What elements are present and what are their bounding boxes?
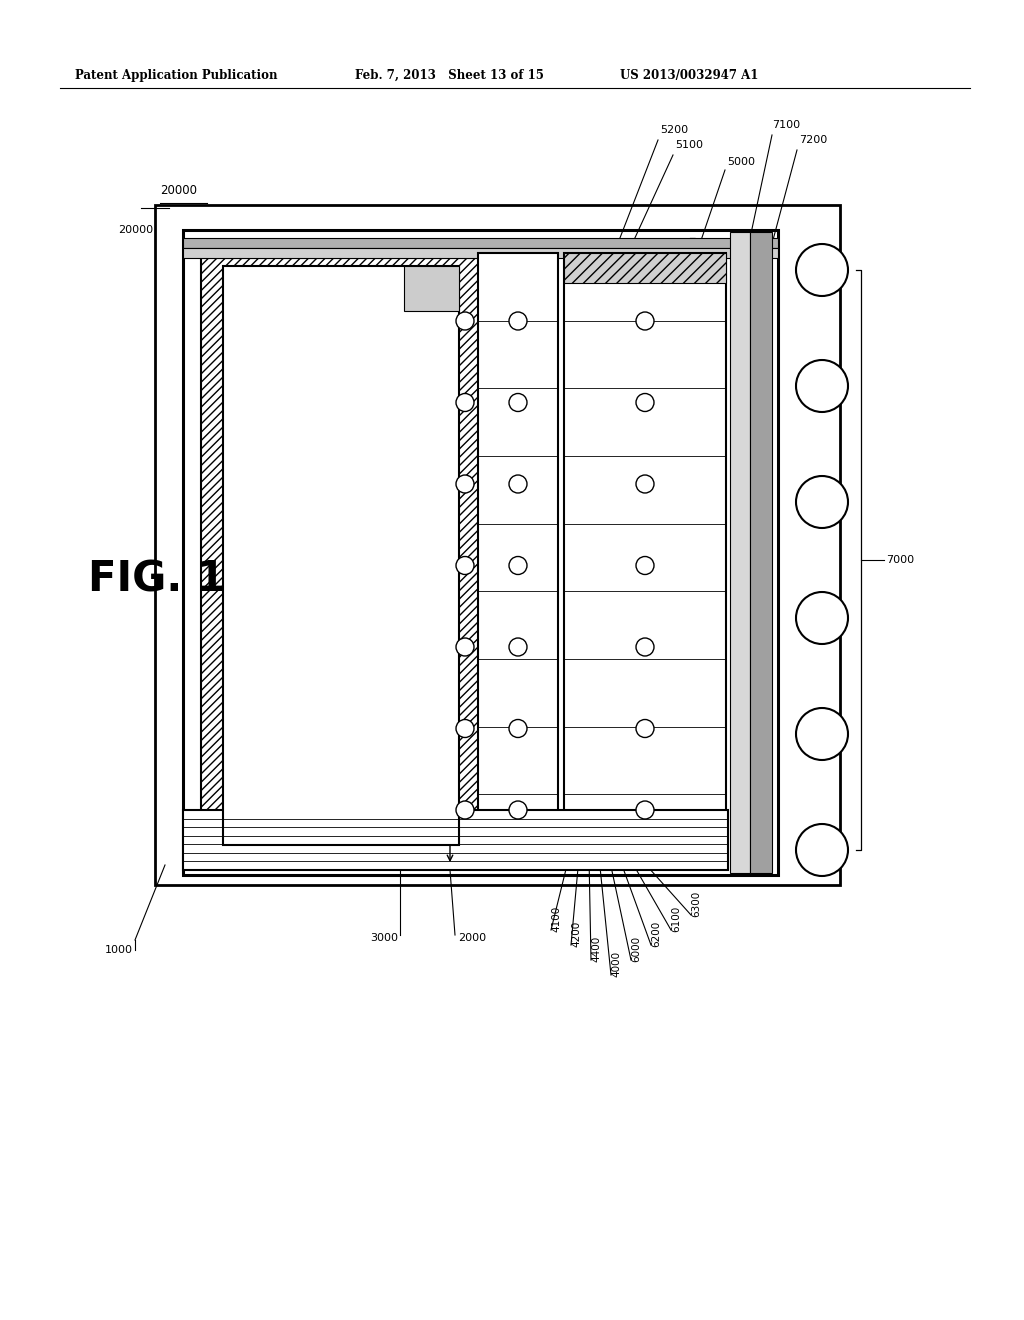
Circle shape — [796, 591, 848, 644]
Text: 4000: 4000 — [611, 950, 621, 977]
Circle shape — [456, 557, 474, 574]
Bar — [183, 248, 778, 257]
Bar — [750, 232, 772, 873]
Bar — [478, 253, 558, 862]
Circle shape — [509, 557, 527, 574]
Bar — [564, 253, 726, 862]
Bar — [155, 205, 840, 884]
Circle shape — [456, 475, 474, 492]
Circle shape — [456, 393, 474, 412]
Bar — [223, 267, 459, 845]
Text: 7000: 7000 — [886, 554, 914, 565]
Circle shape — [796, 360, 848, 412]
Bar — [564, 253, 726, 282]
Text: 4200: 4200 — [571, 921, 581, 946]
Text: 4100: 4100 — [551, 906, 561, 932]
Text: 5200: 5200 — [660, 125, 688, 135]
Text: 6200: 6200 — [651, 921, 662, 946]
Circle shape — [636, 557, 654, 574]
Bar — [183, 238, 778, 248]
Bar — [183, 230, 778, 875]
Circle shape — [509, 475, 527, 492]
Bar — [404, 267, 459, 312]
Circle shape — [796, 244, 848, 296]
Text: 2000: 2000 — [458, 933, 486, 942]
Circle shape — [456, 801, 474, 818]
Circle shape — [796, 477, 848, 528]
Circle shape — [796, 824, 848, 876]
Text: 4400: 4400 — [591, 936, 601, 962]
Text: 7100: 7100 — [772, 120, 800, 129]
Circle shape — [636, 312, 654, 330]
Bar — [730, 232, 750, 873]
Text: 5000: 5000 — [727, 157, 755, 168]
Text: 3000: 3000 — [370, 933, 398, 942]
Text: 20000: 20000 — [118, 224, 153, 235]
Circle shape — [509, 638, 527, 656]
Circle shape — [509, 719, 527, 738]
Circle shape — [636, 801, 654, 818]
Text: 5100: 5100 — [675, 140, 703, 150]
Text: 1000: 1000 — [105, 945, 133, 954]
Circle shape — [509, 801, 527, 818]
Text: 6100: 6100 — [671, 906, 681, 932]
Circle shape — [636, 638, 654, 656]
Circle shape — [456, 719, 474, 738]
Text: FIG. 16: FIG. 16 — [88, 558, 255, 601]
Text: Feb. 7, 2013   Sheet 13 of 15: Feb. 7, 2013 Sheet 13 of 15 — [355, 69, 544, 82]
Circle shape — [636, 719, 654, 738]
Circle shape — [796, 708, 848, 760]
Text: 6300: 6300 — [691, 891, 701, 917]
Circle shape — [509, 312, 527, 330]
Circle shape — [456, 312, 474, 330]
Bar — [201, 257, 481, 857]
Circle shape — [509, 393, 527, 412]
Text: Patent Application Publication: Patent Application Publication — [75, 69, 278, 82]
Circle shape — [636, 393, 654, 412]
Text: 7200: 7200 — [799, 135, 827, 145]
Text: US 2013/0032947 A1: US 2013/0032947 A1 — [620, 69, 759, 82]
Circle shape — [456, 638, 474, 656]
Circle shape — [636, 475, 654, 492]
Bar — [183, 810, 728, 870]
Text: 6000: 6000 — [631, 936, 641, 962]
Text: 20000: 20000 — [160, 183, 197, 197]
